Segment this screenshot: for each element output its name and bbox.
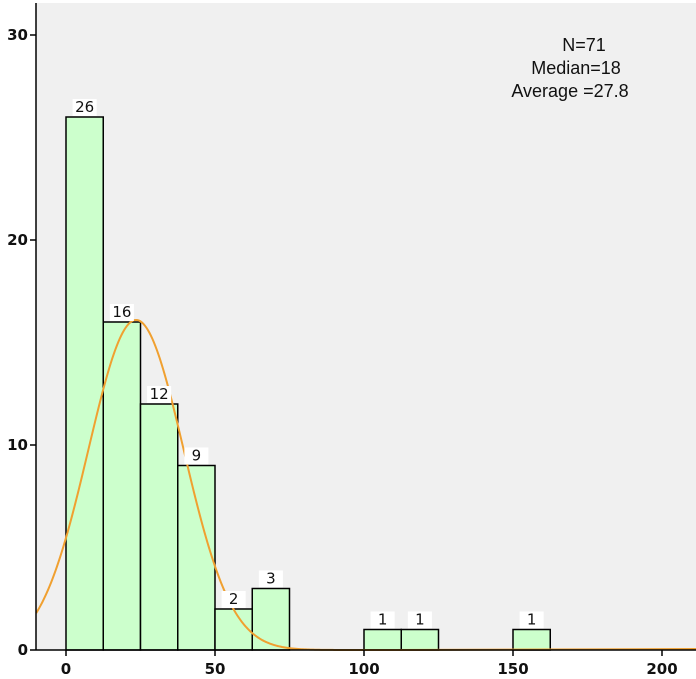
y-tick-label: 0: [18, 641, 28, 659]
data-label-background: [184, 447, 209, 465]
data-label: 12: [150, 385, 169, 403]
x-tick-label: 100: [348, 660, 379, 678]
histogram-bar: [251, 587, 291, 651]
x-tick-label: 50: [205, 660, 226, 678]
data-label-background: [147, 386, 172, 403]
data-label: 2: [229, 590, 239, 608]
data-label: 9: [192, 447, 202, 465]
data-label: 16: [112, 303, 131, 321]
data-label-background: [258, 570, 283, 588]
data-label-background: [221, 591, 246, 608]
data-label: 26: [75, 98, 94, 116]
data-label: 3: [266, 570, 276, 588]
histogram-bar: [363, 628, 402, 651]
stat-average: Average =27.8: [511, 81, 628, 101]
histogram-bar: [102, 321, 142, 651]
data-labels-group: 26 16 12 9 2 3 1 1 1: [72, 98, 544, 629]
axes-group: 0 10 20 30 0 50 100 150 200: [7, 3, 696, 678]
y-tick-label: 20: [7, 231, 28, 249]
data-label: 1: [415, 611, 425, 629]
data-label-background: [109, 304, 134, 321]
histogram-bar: [139, 403, 179, 651]
data-label-background: [519, 611, 544, 629]
x-tick-label: 200: [646, 660, 677, 678]
data-label: 1: [378, 611, 388, 629]
data-label: 1: [527, 611, 537, 629]
data-label-background: [370, 611, 395, 629]
stat-n: N=71: [562, 35, 606, 55]
histogram-bar: [512, 628, 551, 651]
histogram-bar: [400, 628, 440, 651]
x-tick-label: 0: [61, 660, 71, 678]
y-tick-label: 10: [7, 436, 28, 454]
y-tick-label: 30: [7, 26, 28, 44]
histogram-bar: [177, 464, 216, 651]
stat-median: Median=18: [531, 58, 621, 78]
histogram-bar: [65, 116, 104, 651]
x-tick-label: 150: [497, 660, 528, 678]
data-label-background: [72, 99, 97, 116]
histogram-bar: [214, 608, 253, 651]
bars-group: [65, 116, 551, 651]
statistics-annotation: N=71 Median=18 Average =27.8: [511, 35, 628, 101]
data-label-background: [407, 611, 432, 629]
